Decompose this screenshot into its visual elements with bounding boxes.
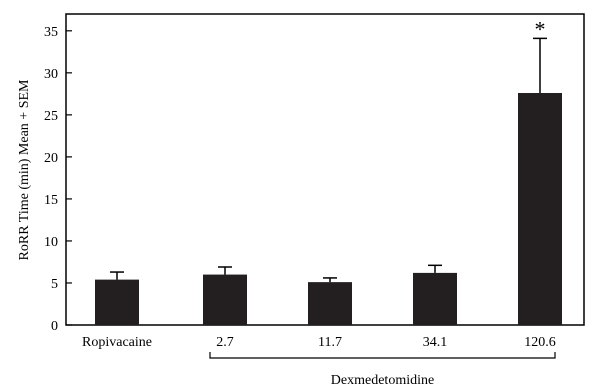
category-label: 2.7 <box>216 335 234 350</box>
significance-marker: * <box>535 16 546 41</box>
bar <box>518 93 562 325</box>
group-label: Dexmedetomidine <box>331 373 434 388</box>
bar <box>203 275 247 325</box>
y-tick-label: 0 <box>51 319 58 334</box>
group-bracket <box>210 352 555 358</box>
category-label: 120.6 <box>524 335 556 350</box>
bar <box>95 280 139 325</box>
y-tick-label: 25 <box>44 109 58 124</box>
bar <box>308 282 352 325</box>
category-label: 34.1 <box>423 335 448 350</box>
y-tick-label: 30 <box>44 67 58 82</box>
y-tick-label: 5 <box>51 277 58 292</box>
labels: Ropivacaine 2.7 11.7 34.1 * 120.6 Dexmedetomid… <box>82 16 556 388</box>
bars <box>95 38 562 325</box>
y-tick-label: 20 <box>44 151 58 166</box>
bar <box>413 273 457 325</box>
category-label: 11.7 <box>318 335 342 350</box>
y-tick-label: 35 <box>44 25 58 40</box>
y-tick-label: 10 <box>44 235 58 250</box>
category-label: Ropivacaine <box>82 335 152 350</box>
y-tick-label: 15 <box>44 193 58 208</box>
y-axis-title: RoRR Time (min) Mean + SEM <box>17 79 32 261</box>
